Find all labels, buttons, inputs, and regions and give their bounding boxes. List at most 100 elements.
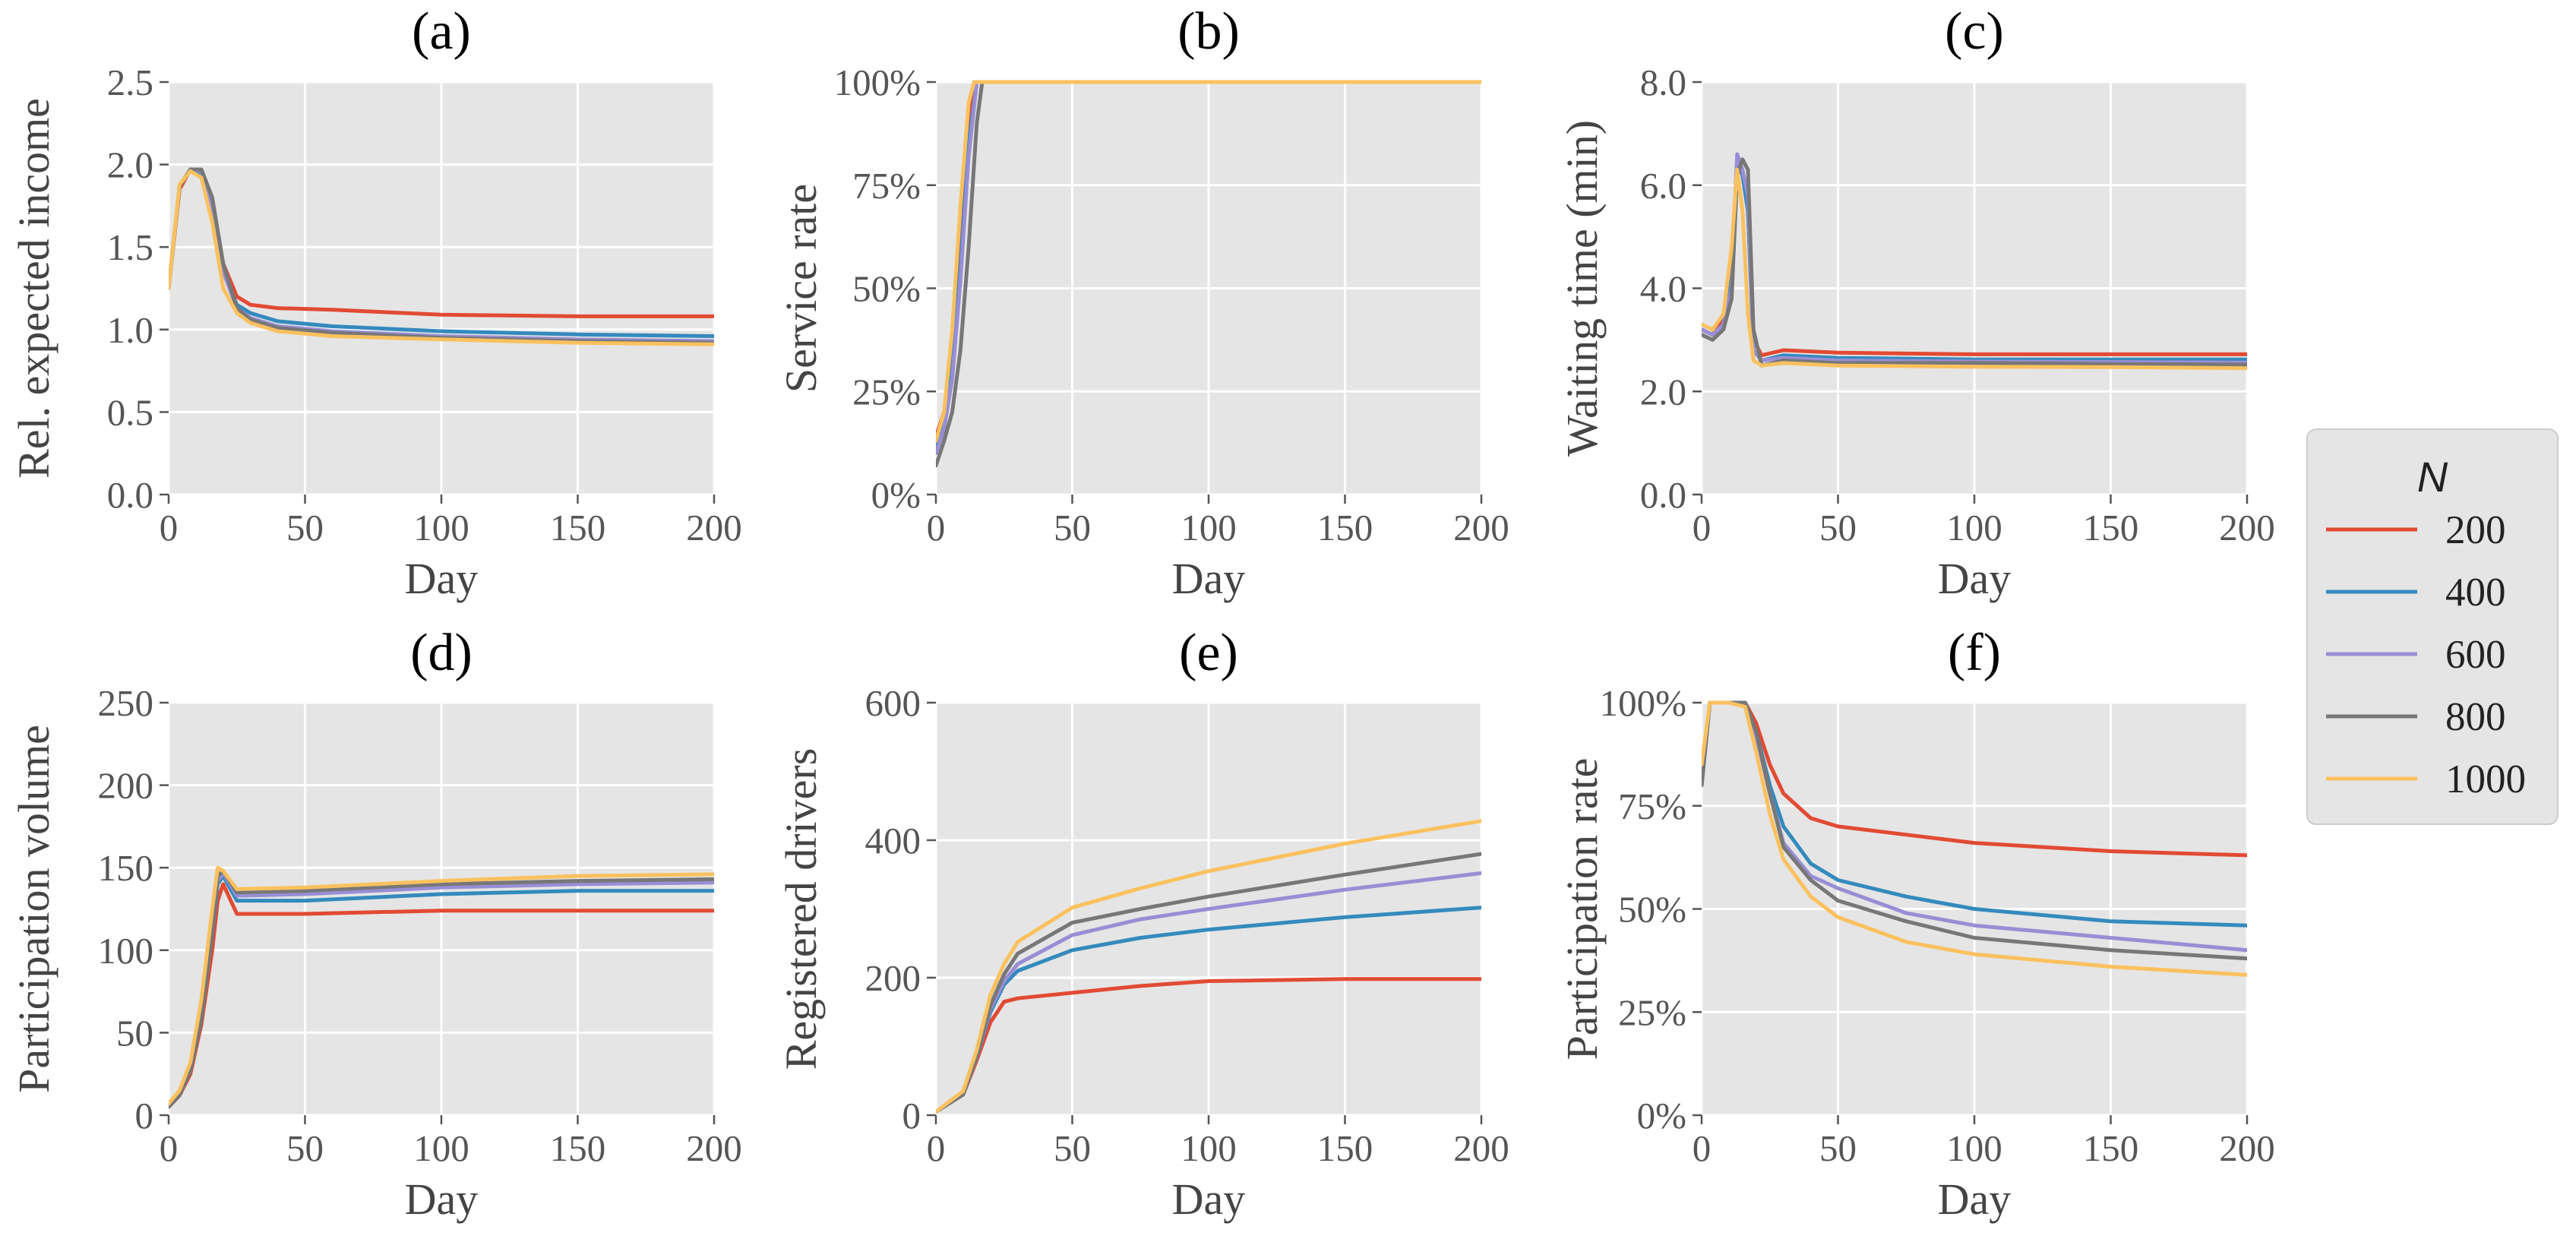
y-tick-label: 75% [1618,785,1686,827]
panel-e: 0 50 100 150 200 0 200 400 600 (e) Day Registered d… [776,624,1509,1224]
panel-a: 0 50 100 150 200 0.0 0.5 1.0 1.5 2.0 2.5 (a) Day Rel.… [9,2,742,603]
series-line-1000 [169,169,714,346]
legend: N 200 400 600 800 1000 [2306,428,2559,825]
y-tick-label: 100% [1600,682,1686,724]
x-tick-label: 50 [1819,507,1857,548]
x-tick-label: 200 [1453,507,1509,548]
panel-title: (e) [1179,624,1238,682]
legend-label: 800 [2445,695,2506,739]
x-tick-label: 150 [1317,507,1373,548]
x-tick-label: 100 [1946,1127,2002,1169]
panel-title: (c) [1945,2,2004,61]
x-tick-label: 0 [1693,1127,1712,1169]
series-group [936,819,1481,1114]
x-tick-label: 150 [1317,1127,1373,1169]
series-group [1702,700,2247,977]
series-line-1000 [936,819,1481,1114]
series-line-1000 [1702,167,2247,371]
y-axis-label: Service rate [776,184,826,393]
y-tick-label: 150 [98,847,154,889]
y-tick-label: 2.5 [107,62,153,103]
y-tick-label: 2.0 [1640,371,1686,412]
series-group [1702,152,2247,371]
series-group [936,80,1481,468]
x-tick-label: 150 [2083,1127,2139,1169]
y-tick-label: 0.0 [107,474,153,516]
x-tick-label: 200 [1453,1127,1509,1169]
y-axis-label: Participation rate [1557,758,1607,1060]
series-line-800 [169,869,714,1109]
x-tick-label: 150 [2083,507,2139,548]
y-tick-label: 6.0 [1640,165,1686,207]
x-tick-label: 100 [413,1127,469,1169]
series-line-800 [1702,157,2247,368]
x-tick-label: 200 [2219,1127,2275,1169]
series-line-800 [936,80,1481,468]
y-tick-label: 0% [1637,1095,1686,1136]
panels: 0 50 100 150 200 0.0 0.5 1.0 1.5 2.0 2.5 (a) Day Rel.… [9,2,2275,1224]
series-line-1000 [169,865,714,1106]
legend-item-400: 400 [2326,571,2506,615]
series-group [169,167,714,346]
x-axis-label: Day [405,554,479,603]
y-axis-label: Participation volume [9,725,58,1093]
y-tick-label: 0.5 [107,391,153,433]
x-tick-label: 0 [927,1127,946,1169]
y-tick-label: 75% [852,165,921,207]
series-group [169,865,714,1109]
y-tick-label: 0% [871,474,921,516]
x-axis-label: Day [405,1174,479,1224]
y-tick-label: 1.5 [107,226,153,268]
x-tick-label: 0 [160,507,179,548]
y-tick-label: 200 [865,957,921,999]
y-tick-label: 100% [834,62,921,103]
y-tick-label: 50% [1618,889,1686,931]
x-axis-label: Day [1172,554,1246,603]
y-tick-label: 2.0 [107,144,153,186]
x-tick-label: 50 [1819,1127,1857,1169]
legend-label: 200 [2445,508,2506,552]
x-tick-label: 200 [686,507,742,548]
legend-label: 400 [2445,571,2506,615]
y-tick-label: 25% [852,371,921,412]
x-tick-label: 50 [286,507,324,548]
y-tick-label: 600 [865,682,921,724]
panel-d: 0 50 100 150 200 0 50 100 150 200 250 (d) Day Partici… [9,624,742,1224]
x-tick-label: 100 [413,507,469,548]
x-tick-label: 100 [1946,507,2002,548]
x-tick-label: 100 [1181,1127,1237,1169]
panel-title: (a) [412,2,471,61]
x-tick-label: 150 [550,507,606,548]
legend-item-1000: 1000 [2326,757,2526,801]
legend-item-600: 600 [2326,633,2506,677]
panel-c: 0 50 100 150 200 0.0 2.0 4.0 6.0 8.0 (c) Day Waiting… [1557,2,2275,603]
x-axis-label: Day [1172,1174,1246,1224]
y-tick-label: 50 [116,1012,153,1054]
y-tick-label: 50% [852,268,921,310]
y-tick-label: 400 [865,820,921,861]
series-line-1000 [936,80,1481,443]
y-axis-label: Registered drivers [776,748,826,1070]
y-tick-label: 25% [1618,991,1686,1033]
x-tick-label: 0 [160,1127,179,1169]
y-tick-label: 0 [902,1095,921,1136]
panel-title: (b) [1177,2,1240,61]
x-tick-label: 50 [1054,507,1091,548]
x-tick-label: 150 [550,1127,606,1169]
y-tick-label: 0 [135,1095,154,1136]
x-tick-label: 200 [2219,507,2275,548]
legend-label: 1000 [2445,757,2526,801]
y-axis-label: Waiting time (min) [1557,120,1607,457]
x-axis-label: Day [1938,554,2012,603]
legend-title: N [2417,453,2448,501]
panel-title: (d) [410,624,473,682]
panel-b: 0 50 100 150 200 0% 25% 50% 75% 100% (b) Day Service… [776,2,1509,603]
y-tick-label: 1.0 [107,309,153,351]
x-tick-label: 0 [1693,507,1712,548]
y-tick-label: 4.0 [1640,268,1686,310]
panel-title: (f) [1948,624,2001,682]
x-tick-label: 100 [1181,507,1237,548]
y-tick-label: 250 [98,682,154,724]
x-tick-label: 0 [927,507,946,548]
